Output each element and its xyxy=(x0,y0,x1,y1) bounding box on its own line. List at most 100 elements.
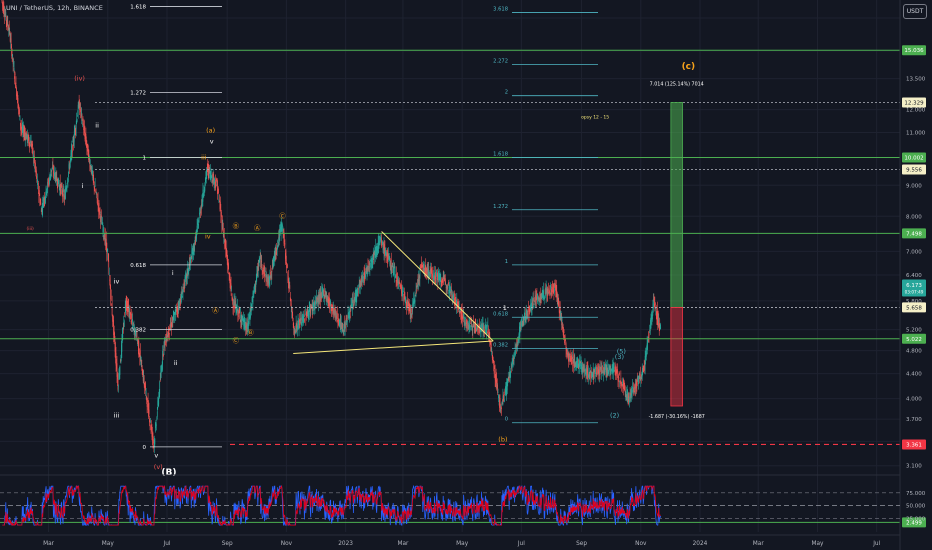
candle-body xyxy=(236,309,238,313)
candle-body xyxy=(605,367,607,374)
candle-body xyxy=(520,324,522,325)
candle-body xyxy=(390,261,392,267)
candle-body xyxy=(170,323,171,328)
candle-body xyxy=(517,341,518,346)
candle-body xyxy=(521,321,523,326)
candle-body xyxy=(630,393,632,396)
candle-body xyxy=(77,104,79,116)
candle-body xyxy=(306,312,308,316)
candle-body xyxy=(189,258,191,263)
candle-body xyxy=(551,289,552,293)
price-tick-2: 13.500 xyxy=(906,77,926,83)
candle-body xyxy=(563,331,564,338)
price-badge-3: 5.022 xyxy=(906,337,922,343)
candle-body xyxy=(210,175,212,178)
candle-body xyxy=(475,328,477,331)
candle-body xyxy=(337,319,339,321)
candle-body xyxy=(214,178,215,184)
candle-body xyxy=(358,284,360,287)
candle-body xyxy=(329,301,331,303)
triangle-lower-line xyxy=(293,340,494,354)
fib-a-label-4: 0.382 xyxy=(130,328,146,334)
candle-body xyxy=(193,246,195,251)
rsi-tick-1: 50.000 xyxy=(906,504,926,510)
candle-body xyxy=(30,143,31,147)
candle-body xyxy=(323,289,325,298)
candle-body xyxy=(472,322,474,327)
candle-body xyxy=(79,104,81,107)
candle-body xyxy=(659,319,661,327)
candle-body xyxy=(430,269,432,274)
candle-body xyxy=(388,256,390,260)
candle-body xyxy=(305,313,307,318)
candle-body xyxy=(120,359,121,362)
candle-body xyxy=(348,315,350,317)
candle-body xyxy=(533,297,535,302)
candle-body xyxy=(302,316,303,321)
candle-body xyxy=(48,180,50,181)
candle-body xyxy=(255,281,257,288)
candle-body xyxy=(373,253,375,258)
candle-body xyxy=(317,300,318,303)
candle-body xyxy=(645,353,646,360)
candle-body xyxy=(142,375,144,377)
candle-body xyxy=(627,396,629,401)
candle-body xyxy=(483,328,485,331)
candle-body xyxy=(641,373,643,378)
candle-body xyxy=(226,255,228,258)
candle-body xyxy=(115,352,117,366)
candle-body xyxy=(416,285,417,288)
fib-b-label-4: 1.272 xyxy=(493,204,508,210)
candle-body xyxy=(130,312,131,315)
candle-body xyxy=(634,385,636,390)
candle-body xyxy=(462,316,463,321)
candle-body xyxy=(428,272,430,274)
candle-body xyxy=(35,162,36,170)
candle-body xyxy=(455,305,457,307)
candle-body xyxy=(175,308,177,310)
candle-body xyxy=(58,185,60,187)
candle-body xyxy=(254,283,256,287)
candle-body xyxy=(262,269,264,272)
candle-body xyxy=(366,267,367,273)
candle-body xyxy=(174,318,176,321)
candle-body xyxy=(358,282,360,293)
candle-body xyxy=(610,370,612,372)
candle-body xyxy=(534,303,536,305)
candle-body xyxy=(537,298,539,300)
candle-body xyxy=(273,260,275,262)
candle-body xyxy=(74,128,76,132)
candle-body xyxy=(111,303,113,316)
candle-body xyxy=(613,362,614,373)
candle-body xyxy=(567,353,569,356)
candle-body xyxy=(449,284,450,293)
candle-body xyxy=(393,267,395,268)
candle-body xyxy=(608,367,610,374)
candle-body xyxy=(326,295,328,297)
candle-body xyxy=(167,334,168,338)
candle-body xyxy=(129,310,130,317)
candle-body xyxy=(315,300,316,304)
candle-body xyxy=(329,299,330,306)
candle-body xyxy=(405,297,407,305)
candle-body xyxy=(267,277,269,287)
candle-body xyxy=(303,315,305,323)
candle-body xyxy=(28,135,29,140)
candle-body xyxy=(41,208,43,213)
candle-body xyxy=(350,306,351,312)
price-badge-bg-6 xyxy=(902,164,926,175)
candle-body xyxy=(646,353,647,357)
candle-body xyxy=(304,312,306,317)
candle-body xyxy=(267,277,268,279)
candle-body xyxy=(549,290,550,292)
candle-body xyxy=(121,344,122,358)
candle-body xyxy=(550,284,551,288)
time-tick-13: May xyxy=(811,541,824,547)
candle-body xyxy=(296,324,297,326)
currency-button[interactable]: USDT xyxy=(903,4,927,19)
candle-body xyxy=(353,298,355,302)
candle-body xyxy=(250,308,252,309)
candle-body xyxy=(113,325,115,338)
candle-body xyxy=(359,282,361,290)
